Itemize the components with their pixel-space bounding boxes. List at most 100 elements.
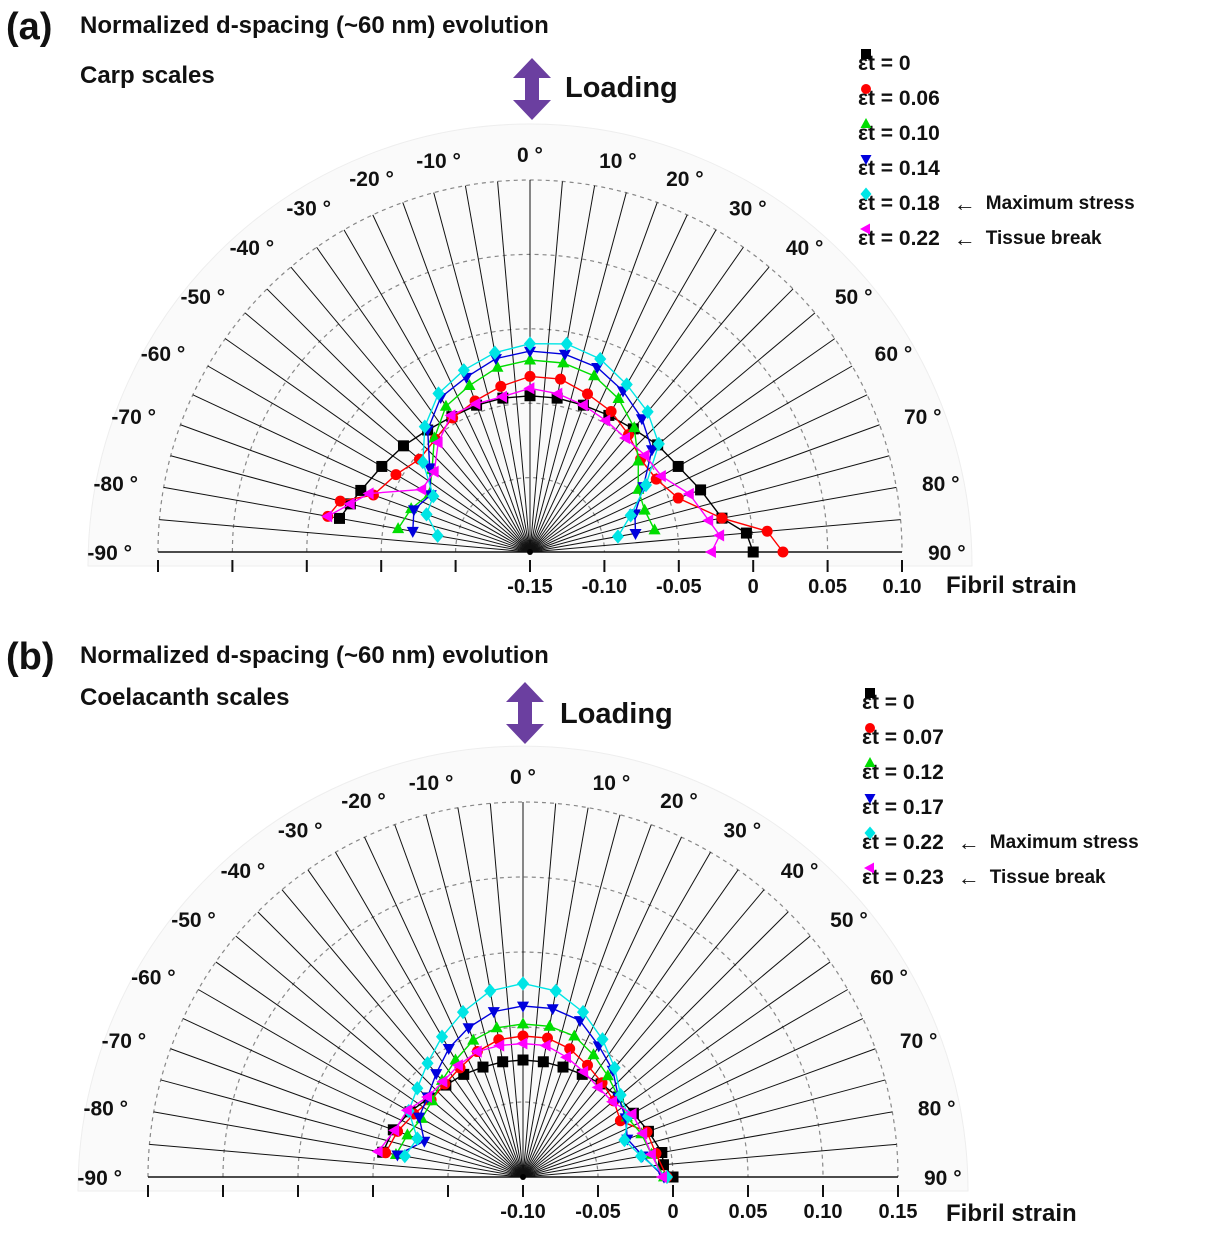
- data-point: [516, 1017, 530, 1029]
- spoke-line: [522, 1079, 886, 1178]
- data-point: [516, 976, 530, 991]
- data-point: [380, 1147, 392, 1159]
- data-point: [392, 522, 405, 534]
- spoke-line: [522, 869, 739, 1178]
- spoke-line: [529, 214, 688, 553]
- data-point: [523, 336, 537, 351]
- angle-label: -70 °: [102, 1030, 147, 1053]
- spoke-line: [529, 312, 816, 553]
- angle-label: -60 °: [131, 967, 176, 990]
- legend-label: εt = 0.06: [858, 86, 940, 110]
- data-point: [462, 1023, 475, 1035]
- legend-entry: εt = 0.23 ← Tissue break: [862, 860, 1139, 895]
- data-point: [467, 1033, 480, 1045]
- angle-label: 30 °: [729, 197, 767, 220]
- data-point: [491, 360, 504, 372]
- legend-label: εt = 0.22: [862, 830, 944, 854]
- spoke-line: [522, 889, 765, 1178]
- data-point: [362, 487, 374, 500]
- data-point: [557, 1061, 569, 1073]
- angle-label: 30 °: [724, 820, 762, 843]
- data-point: [638, 503, 651, 515]
- data-point: [477, 1061, 489, 1073]
- data-point: [439, 399, 452, 411]
- loading-arrow: [506, 682, 544, 744]
- angle-label: 70 °: [900, 1030, 938, 1053]
- x-axis-label: Fibril strain: [946, 1200, 1077, 1227]
- angle-label: -50 °: [171, 909, 216, 932]
- legend: εt = 0 εt = 0.07 εt = 0.12 εt = 0.17 εt = 0.…: [862, 685, 1139, 895]
- spoke-line: [197, 989, 524, 1178]
- angle-label: 60 °: [870, 967, 908, 990]
- legend-label: εt = 0.14: [858, 156, 940, 180]
- data-point: [612, 392, 625, 404]
- legend-entry: εt = 0.17: [862, 790, 1139, 825]
- polar-plot-a: -90 ° -80 ° -70 ° -60 ° -50 ° -40 ° -30 ° -20 °…: [87, 58, 973, 572]
- spoke-line: [529, 192, 627, 553]
- spoke-line: [529, 455, 890, 553]
- spoke-line: [522, 824, 652, 1178]
- data-point: [549, 983, 562, 999]
- angle-label: 80 °: [918, 1097, 956, 1120]
- data-point: [636, 1127, 648, 1140]
- legend-label: εt = 0: [862, 690, 915, 714]
- data-point: [423, 463, 436, 475]
- legend-marker: [860, 155, 872, 165]
- spoke-line: [522, 803, 557, 1178]
- angle-label: -30 °: [286, 197, 331, 220]
- data-point: [655, 1170, 667, 1184]
- data-point: [568, 1029, 581, 1041]
- angle-label: -80 °: [93, 473, 138, 496]
- data-point: [761, 525, 773, 537]
- legend-entry: εt = 0.07: [862, 720, 1139, 755]
- spoke-line: [529, 185, 596, 553]
- data-point: [401, 1128, 414, 1140]
- annotation-text: Tissue break: [985, 227, 1102, 249]
- data-point: [427, 465, 439, 478]
- legend-marker: [860, 223, 870, 235]
- x-tick-label: -0.05: [575, 1201, 621, 1223]
- legend-marker-shape: [864, 794, 876, 804]
- spoke-line: [159, 519, 531, 553]
- spoke-line: [522, 1143, 897, 1178]
- grid-arc: [222, 876, 824, 1178]
- angle-label: 60 °: [875, 343, 913, 366]
- data-point: [654, 470, 666, 483]
- data-point: [418, 419, 431, 434]
- data-point: [611, 529, 624, 544]
- data-point: [516, 1037, 528, 1050]
- legend-label: εt = 0.07: [862, 725, 944, 749]
- angle-label: -30 °: [278, 820, 323, 843]
- x-tick-label: 0.05: [808, 576, 848, 598]
- data-point: [421, 1090, 433, 1104]
- data-point: [620, 377, 633, 392]
- angle-label: 20 °: [660, 790, 698, 813]
- spoke-line: [522, 935, 811, 1178]
- data-point: [619, 431, 631, 445]
- grid-arc: [306, 328, 754, 553]
- data-point: [432, 386, 445, 401]
- legend-marker: [861, 84, 871, 94]
- spoke-line: [522, 1111, 893, 1178]
- data-point: [321, 510, 333, 523]
- angle-label: -20 °: [341, 790, 386, 813]
- angle-label: -10 °: [409, 772, 454, 795]
- x-tick-label: -0.10: [581, 576, 628, 598]
- angle-label: 0 °: [510, 766, 536, 789]
- data-point: [588, 369, 601, 381]
- angle-label: -90 °: [77, 1167, 122, 1190]
- data-point: [639, 477, 653, 493]
- annotation-text: Maximum stress: [985, 192, 1135, 214]
- legend-entry: εt = 0.22 ← Maximum stress: [862, 825, 1139, 860]
- spoke-line: [529, 288, 794, 553]
- data-point: [457, 363, 470, 378]
- legend-marker-shape: [865, 723, 875, 733]
- angle-label: -10 °: [416, 150, 461, 173]
- data-point: [416, 454, 429, 470]
- polar-plot-b: -90 ° -80 ° -70 ° -60 ° -50 ° -40 ° -30 ° -20 °…: [77, 682, 969, 1197]
- data-point: [442, 1043, 455, 1055]
- data-point: [587, 1048, 600, 1060]
- data-point: [524, 370, 536, 382]
- x-axis-label: Fibril strain: [946, 572, 1077, 599]
- data-point: [601, 1069, 614, 1081]
